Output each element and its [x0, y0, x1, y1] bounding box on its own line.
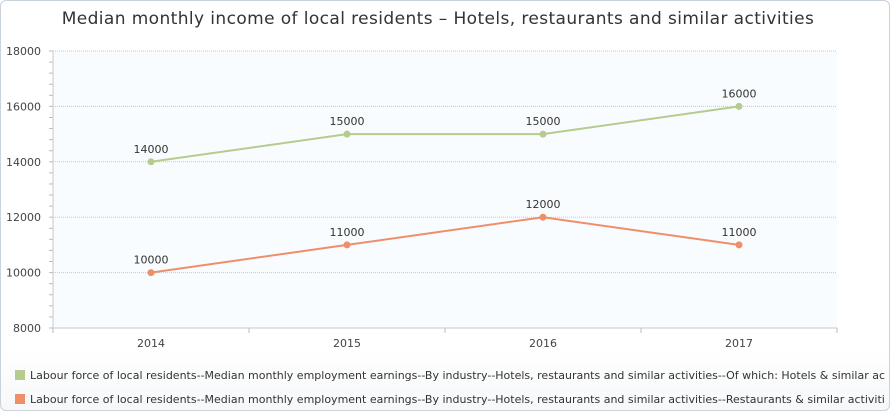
legend-label: Labour force of local residents--Median …	[30, 368, 885, 382]
data-point	[735, 241, 743, 249]
data-label: 12000	[526, 198, 561, 211]
series-line-1	[150, 105, 740, 163]
data-point	[343, 241, 351, 249]
legend-item[interactable]: Labour force of local residents--Median …	[15, 363, 885, 387]
data-point	[539, 130, 547, 138]
y-tick-label: 14000	[6, 156, 41, 169]
data-point	[735, 102, 743, 110]
x-tick-label: 2017	[725, 337, 753, 350]
data-label: 15000	[526, 115, 561, 128]
data-label: 16000	[722, 87, 757, 100]
y-tick-label: 16000	[6, 100, 41, 113]
data-point	[539, 213, 547, 221]
x-tick-label: 2015	[333, 337, 361, 350]
chart-title: Median monthly income of local residents…	[61, 9, 815, 29]
data-label: 11000	[722, 226, 757, 239]
data-point	[147, 158, 155, 166]
series-line-2	[150, 216, 740, 274]
plot-area	[53, 51, 837, 328]
data-label: 11000	[330, 226, 365, 239]
legend-item[interactable]: Labour force of local residents--Median …	[15, 387, 885, 410]
y-tick-label: 10000	[6, 267, 41, 280]
data-label: 15000	[330, 115, 365, 128]
legend-swatch	[15, 394, 25, 404]
data-point	[343, 130, 351, 138]
legend-label: Labour force of local residents--Median …	[30, 392, 885, 406]
data-label: 10000	[134, 254, 169, 267]
y-tick-label: 8000	[13, 322, 41, 335]
data-label: 14000	[134, 143, 169, 156]
x-tick-label: 2014	[137, 337, 165, 350]
chart-legend: Labour force of local residents--Median …	[15, 363, 885, 410]
data-point	[147, 269, 155, 277]
y-tick-label: 18000	[6, 45, 41, 58]
x-tick-label: 2016	[529, 337, 557, 350]
legend-swatch	[15, 370, 25, 380]
y-tick-label: 12000	[6, 211, 41, 224]
